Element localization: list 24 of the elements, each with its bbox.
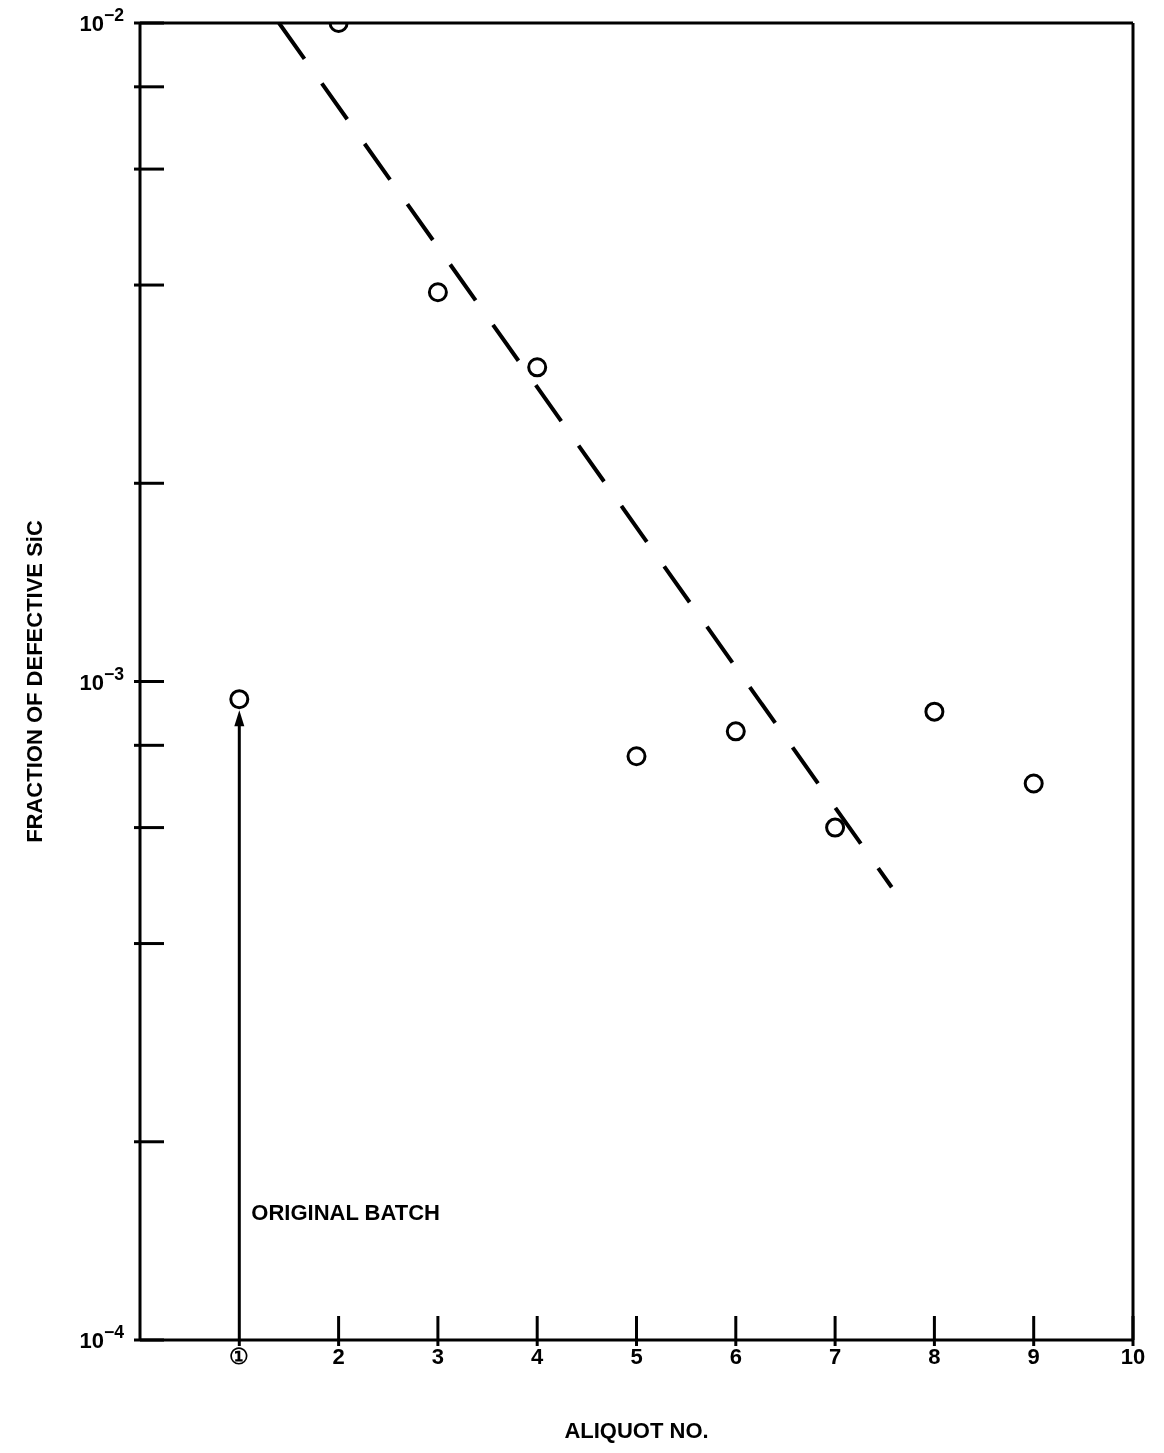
x-axis-title: ALIQUOT NO. <box>564 1418 709 1443</box>
point <box>1023 773 1044 794</box>
y-tick-label: 10$^{−2}$ <box>79 5 125 36</box>
annotation: ORIGINAL BATCH <box>251 1200 440 1225</box>
x-tick-label: 10 <box>1120 1344 1146 1369</box>
point <box>427 282 448 303</box>
y-tick-label: 10$^{−4}$ <box>79 1322 125 1353</box>
y-axis-title: FRACTION OF DEFECTIVE SiC <box>21 520 47 843</box>
point <box>725 721 746 742</box>
x-tick-label: 9 <box>1027 1344 1040 1369</box>
x-tick-label: 2 <box>332 1344 345 1369</box>
x-tick-label: 5 <box>630 1344 643 1369</box>
point <box>527 357 548 378</box>
point <box>924 701 945 722</box>
point <box>229 689 250 710</box>
x-tick-label: 7 <box>828 1344 842 1369</box>
x-tick-label: 6 <box>729 1344 742 1369</box>
x-tick-label: 4 <box>531 1344 545 1369</box>
y-tick-label: 10$^{−3}$ <box>79 663 125 695</box>
x-tick-label: ① <box>229 1344 250 1369</box>
point <box>626 746 647 767</box>
x-tick-label: 3 <box>431 1344 445 1369</box>
point <box>825 817 846 838</box>
x-tick-label: 8 <box>928 1344 941 1369</box>
